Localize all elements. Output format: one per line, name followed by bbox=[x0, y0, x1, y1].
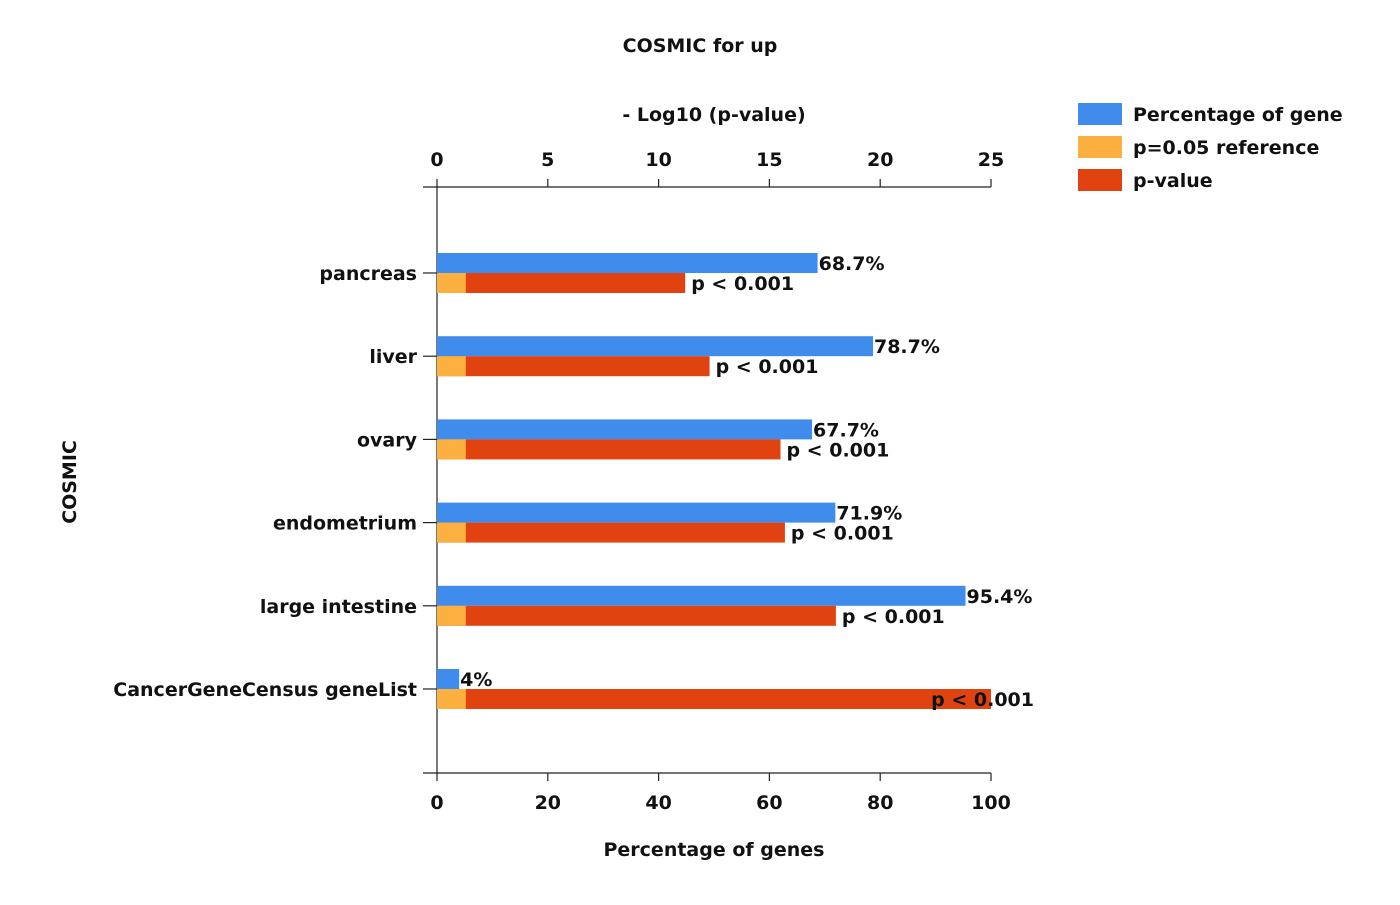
bottom-axis-tick-label: 80 bbox=[867, 792, 893, 814]
legend-entry: p=0.05 reference bbox=[1133, 137, 1319, 159]
legend: Percentage of gene p=0.05 reference p-valu… bbox=[1078, 103, 1343, 192]
p-value-label: p < 0.001 bbox=[716, 356, 819, 378]
percentage-label: 67.7% bbox=[813, 419, 879, 441]
top-axis-tick-label: 10 bbox=[645, 149, 671, 171]
percentage-label: 68.7% bbox=[819, 253, 885, 275]
bottom-axis-tick-label: 60 bbox=[756, 792, 782, 814]
reference-bar bbox=[437, 439, 466, 460]
category-label: pancreas bbox=[319, 263, 417, 285]
percentage-bar bbox=[437, 419, 813, 440]
category-label: large intestine bbox=[260, 596, 417, 618]
percentage-bar bbox=[437, 336, 873, 357]
bottom-axis-tick-label: 100 bbox=[971, 792, 1011, 814]
p-value-bar bbox=[437, 689, 991, 709]
bottom-axis-tick-label: 40 bbox=[645, 792, 671, 814]
p-value-label: p < 0.001 bbox=[786, 439, 889, 461]
reference-bar bbox=[437, 605, 466, 626]
p-value-bar bbox=[437, 356, 710, 377]
chart-title: COSMIC for up bbox=[623, 35, 778, 57]
plot-area: 0 5 10 15 20 25 0 20 40 60 80 100 pancreas 68.7% p < 0… bbox=[113, 149, 1034, 814]
percentage-label: 78.7% bbox=[874, 336, 940, 358]
legend-entry: Percentage of gene bbox=[1133, 104, 1343, 126]
legend-swatch bbox=[1078, 136, 1122, 158]
top-axis-tick-label: 15 bbox=[756, 149, 782, 171]
p-value-bar bbox=[437, 439, 781, 460]
percentage-bar bbox=[437, 585, 966, 606]
legend-swatch bbox=[1078, 169, 1122, 191]
category-label: CancerGeneCensus geneList bbox=[113, 679, 417, 701]
bottom-axis-tick-label: 20 bbox=[535, 792, 561, 814]
top-axis-tick-label: 0 bbox=[430, 149, 443, 171]
y-axis-label: COSMIC bbox=[59, 440, 81, 524]
percentage-bar bbox=[437, 502, 836, 523]
p-value-label: p < 0.001 bbox=[691, 273, 794, 295]
bottom-axis-tick-label: 0 bbox=[430, 792, 443, 814]
percentage-label: 71.9% bbox=[836, 503, 902, 525]
p-value-bar bbox=[437, 273, 686, 293]
p-value-bar bbox=[437, 522, 785, 543]
legend-entry: p-value bbox=[1133, 170, 1213, 192]
p-value-label: p < 0.001 bbox=[842, 606, 945, 628]
top-axis-tick-label: 5 bbox=[541, 149, 554, 171]
percentage-bar bbox=[437, 253, 818, 273]
top-axis-tick-label: 25 bbox=[978, 149, 1004, 171]
legend-swatch bbox=[1078, 103, 1122, 125]
category-label: liver bbox=[369, 346, 417, 368]
p-value-label: p < 0.001 bbox=[931, 689, 1034, 711]
category-label: endometrium bbox=[273, 513, 417, 535]
percentage-bar bbox=[437, 669, 460, 689]
reference-bar bbox=[437, 356, 466, 377]
p-value-label: p < 0.001 bbox=[791, 523, 894, 545]
top-axis-tick-label: 20 bbox=[867, 149, 893, 171]
percentage-label: 95.4% bbox=[967, 586, 1033, 608]
reference-bar bbox=[437, 522, 466, 543]
bottom-axis-label: Percentage of genes bbox=[603, 839, 824, 861]
percentage-label: 4% bbox=[460, 669, 492, 691]
reference-bar bbox=[437, 689, 466, 709]
p-value-bar bbox=[437, 605, 836, 626]
reference-bar bbox=[437, 273, 466, 293]
category-label: ovary bbox=[357, 429, 418, 451]
top-axis-label: - Log10 (p-value) bbox=[622, 104, 805, 126]
